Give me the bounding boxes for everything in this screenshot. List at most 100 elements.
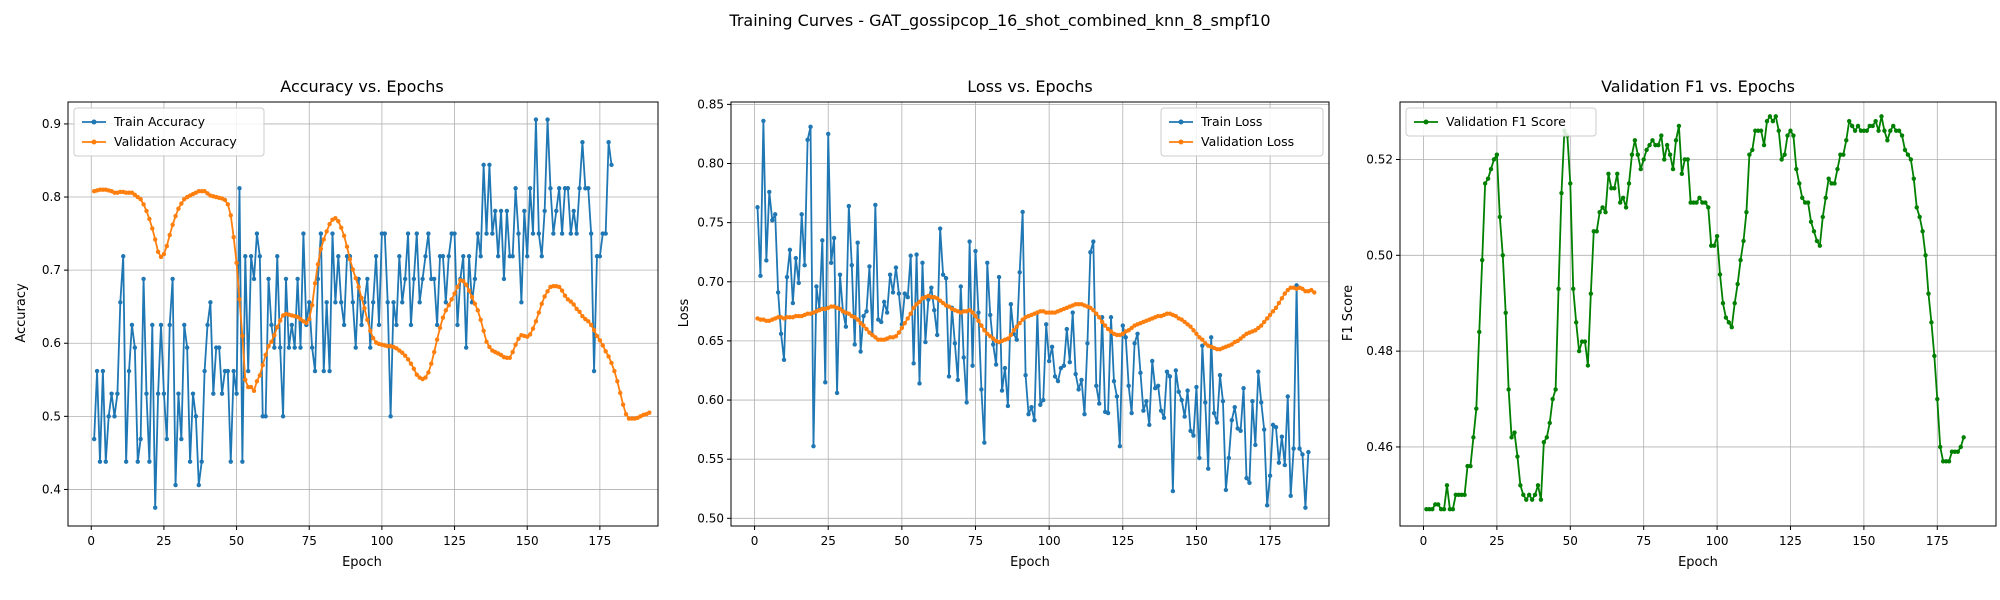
f1-series-0-point [1929, 320, 1934, 325]
loss-series-1-point [908, 311, 913, 316]
accuracy-series-0-point [234, 391, 239, 396]
f1-series-0-point [1908, 157, 1914, 162]
accuracy-series-0-point [510, 254, 515, 259]
f1-series-0-point [1647, 142, 1652, 148]
accuracy-series-1-point [478, 317, 483, 323]
f1-series-0-point [1714, 233, 1720, 239]
accuracy-series-0-point [397, 254, 402, 259]
accuracy-series-0-point [591, 368, 597, 374]
accuracy-series-0-point [388, 414, 393, 419]
loss-legend-label: Validation Loss [1201, 134, 1294, 149]
loss-series-1-point [1020, 317, 1025, 322]
f1-series-0-point [1814, 238, 1820, 244]
loss-series-0-point [1226, 455, 1232, 461]
loss-series-0-point [864, 309, 869, 314]
loss-series-0-point [1300, 452, 1305, 457]
accuracy-series-1-point [609, 360, 614, 366]
f1-xtick-label: 150 [1852, 534, 1875, 548]
loss-series-0-point [1005, 403, 1011, 409]
accuracy-series-0-point [440, 254, 446, 259]
accuracy-series-1-point [405, 357, 411, 362]
accuracy-series-1-point [170, 222, 175, 228]
f1-series-0-point [1638, 166, 1643, 172]
f1-series-0-point [1808, 219, 1814, 224]
f1-series-0-point [1896, 128, 1902, 133]
accuracy-series-1-point [228, 213, 233, 218]
loss-series-1-point [1008, 332, 1014, 338]
f1-series-0-point [1747, 152, 1752, 157]
accuracy-series-0-point [295, 276, 300, 282]
accuracy-series-1-point [440, 315, 446, 320]
loss-series-0-point [1153, 386, 1158, 391]
accuracy-series-1-point [266, 343, 271, 349]
loss-series-0-point [1244, 475, 1249, 481]
accuracy-series-1-point [411, 366, 417, 372]
loss-series-1-point [1182, 319, 1187, 325]
loss-series-0-point [1049, 344, 1055, 350]
loss-series-0-point [1200, 343, 1205, 348]
accuracy-series-1-point [350, 267, 356, 272]
accuracy-series-0-point [132, 345, 138, 350]
accuracy-series-1-point [339, 225, 344, 230]
accuracy-series-0-point [248, 254, 254, 259]
f1-series-0-point [1891, 123, 1896, 129]
f1-xtick-label: 75 [1636, 534, 1651, 548]
f1-series-0-point [1873, 118, 1878, 124]
loss-series-1-point [1105, 326, 1111, 332]
f1-series-0-point [1494, 152, 1500, 157]
accuracy-series-1-point [484, 339, 489, 344]
accuracy-series-0-point [257, 254, 263, 259]
accuracy-series-0-point [211, 391, 216, 396]
loss-series-0-point [1097, 401, 1102, 406]
loss-series-0-point [858, 349, 863, 354]
loss-series-0-point [1117, 443, 1123, 449]
accuracy-series-0-point [580, 140, 585, 145]
accuracy-series-0-point [353, 345, 358, 350]
loss-series-0-point [990, 342, 996, 347]
loss-series-1-point [1120, 331, 1125, 337]
accuracy-series-1-point [307, 316, 312, 322]
f1-series-0-point [1911, 176, 1916, 181]
accuracy-series-1-point [341, 233, 347, 238]
accuracy-series-0-point [298, 345, 303, 350]
accuracy-series-0-point [385, 300, 390, 305]
loss-series-0-point [1188, 428, 1193, 433]
loss-series-0-point [1114, 394, 1120, 399]
loss-series-0-point [1088, 250, 1093, 255]
accuracy-xtick-label: 150 [516, 534, 539, 548]
f1-series-0-point [1485, 176, 1491, 181]
f1-series-0-point [1697, 195, 1702, 201]
loss-series-1-point [1088, 305, 1093, 310]
accuracy-series-0-point [115, 391, 120, 396]
loss-series-0-point [985, 260, 990, 266]
accuracy-series-1-point [309, 303, 315, 308]
accuracy-series-1-point [606, 354, 611, 359]
loss-series-0-point [846, 203, 852, 209]
accuracy-series-1-point [141, 202, 146, 207]
loss-series-0-point [1261, 427, 1267, 432]
f1-series-0-point [1888, 128, 1893, 133]
loss-series-1-point [1011, 328, 1016, 333]
f1-series-0-point [1468, 463, 1473, 469]
f1-series-0-point [1917, 214, 1922, 220]
loss-series-0-point [755, 205, 760, 210]
loss-series-0-point [1206, 466, 1211, 471]
accuracy-series-1-point [559, 288, 565, 293]
loss-series-1-point [1238, 336, 1243, 341]
loss-series-1-point [1099, 319, 1105, 325]
f1-series-0-point [1612, 186, 1617, 191]
f1-series-0-point [1573, 320, 1579, 325]
accuracy-series-0-point [283, 276, 289, 282]
f1-series-0-point [1744, 209, 1749, 215]
accuracy-series-0-point [542, 208, 547, 214]
loss-ytick-label: 0.75 [697, 216, 724, 230]
accuracy-series-1-point [437, 325, 443, 331]
accuracy-series-0-point [336, 254, 341, 259]
loss-series-0-point [823, 380, 828, 385]
loss-series-1-point [861, 323, 866, 328]
accuracy-series-1-point [353, 275, 358, 281]
accuracy-series-1-point [600, 343, 605, 348]
loss-series-1-point [852, 315, 857, 320]
accuracy-series-0-point [324, 300, 329, 305]
accuracy-series-0-point [568, 231, 574, 236]
